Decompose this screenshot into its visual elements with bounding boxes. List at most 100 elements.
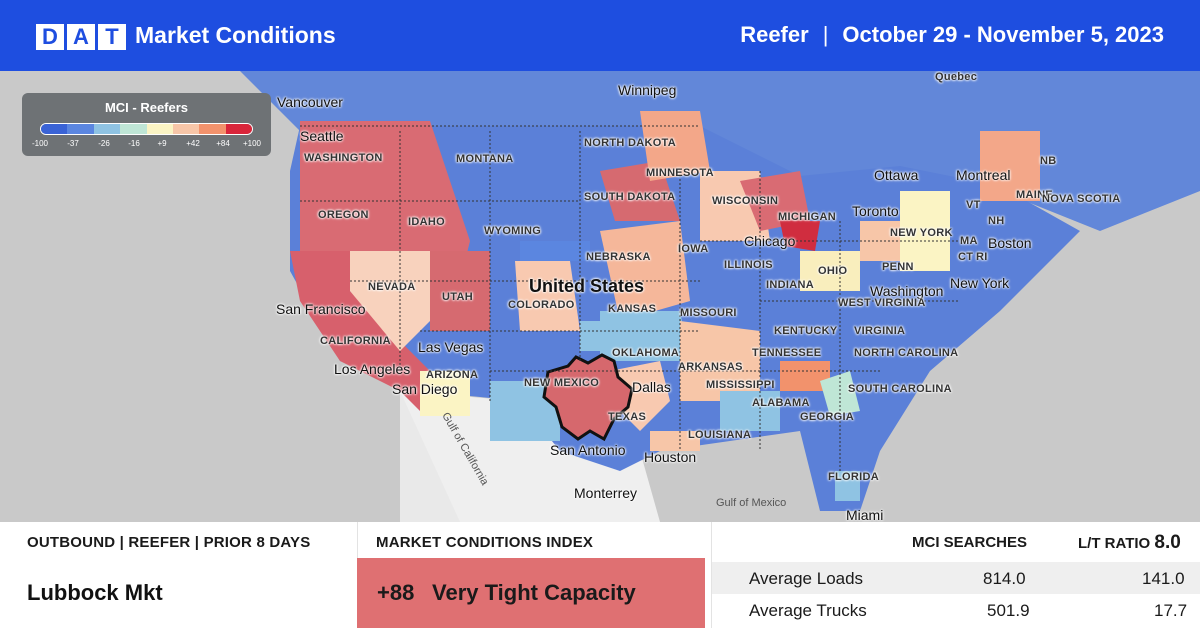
legend-color-scale: [40, 123, 253, 135]
city-new-york: New York: [950, 275, 1010, 291]
legend-swatch: [93, 124, 121, 134]
legend-swatch: [146, 124, 173, 134]
legend-swatch: [172, 124, 200, 134]
market-name: Lubbock Mkt: [27, 580, 163, 605]
city-ottawa: Ottawa: [874, 167, 919, 183]
state-arizona: ARIZONA: [426, 369, 479, 381]
state-iowa: IOWA: [678, 243, 709, 255]
header-bar: D A T Market Conditions Reefer | October…: [0, 0, 1200, 71]
lt-ratio-value: 8.0: [1154, 532, 1181, 553]
state-washington: WASHINGTON: [304, 152, 383, 164]
mci-label: Very Tight Capacity: [432, 580, 636, 605]
state-mississippi: MISSISSIPPI: [706, 379, 775, 391]
state-penn: PENN: [882, 261, 914, 273]
state-indiana: INDIANA: [766, 279, 814, 291]
city-seattle: Seattle: [300, 128, 344, 144]
row-label: Average Trucks: [749, 601, 867, 620]
mci-value: +88: [377, 580, 415, 605]
state-wyoming: WYOMING: [484, 225, 542, 237]
legend-tick: -37: [67, 139, 79, 148]
city-houston: Houston: [644, 449, 697, 465]
legend-swatch: [67, 124, 94, 134]
legend-tick: +9: [157, 139, 167, 148]
state-florida: FLORIDA: [828, 471, 879, 483]
date-range: October 29 - November 5, 2023: [842, 22, 1164, 47]
legend-tick: +42: [186, 139, 200, 148]
state-oregon: OREGON: [318, 209, 369, 221]
state-vt: VT: [966, 199, 981, 211]
equipment-type: Reefer: [740, 22, 809, 47]
state-ct: CT: [958, 251, 974, 263]
city-los-angeles: Los Angeles: [334, 361, 411, 377]
legend-tick: -26: [98, 139, 110, 148]
state-ma: MA: [960, 235, 978, 247]
legend-tick: +84: [216, 139, 230, 148]
legend-swatch: [41, 124, 68, 134]
lt-ratio-label: L/T RATIO: [1078, 535, 1151, 552]
outbound-header: OUTBOUND | REEFER | PRIOR 8 DAYS: [27, 534, 311, 551]
water-gulf-of-mexico: Gulf of Mexico: [716, 497, 787, 509]
dat-logo: D A T: [36, 24, 126, 50]
row-searches: 501.9: [987, 601, 1030, 620]
city-dallas: Dallas: [632, 379, 671, 395]
state-west-virginia: WEST VIRGINIA: [838, 297, 926, 309]
city-miami: Miami: [846, 507, 884, 522]
mci-badge: +88 Very Tight Capacity: [357, 558, 705, 628]
legend-swatch: [199, 124, 226, 134]
state-tennessee: TENNESSEE: [752, 347, 822, 359]
state-nevada: NEVADA: [368, 281, 416, 293]
state-arkansas: ARKANSAS: [678, 361, 743, 373]
state-michigan: MICHIGAN: [778, 211, 837, 223]
label-quebec: Quebec: [935, 71, 978, 83]
row-lt: 17.7: [1154, 601, 1188, 620]
mci-searches-header: MCI SEARCHES: [912, 534, 1028, 551]
state-south-carolina: SOUTH CAROLINA: [848, 383, 952, 395]
state-ri: RI: [976, 251, 988, 263]
state-utah: UTAH: [442, 291, 473, 303]
legend-tick: -100: [31, 139, 49, 148]
market-summary-panel: OUTBOUND | REEFER | PRIOR 8 DAYS Lubbock…: [0, 522, 1200, 628]
header-separator: |: [822, 22, 829, 47]
state-south-dakota: SOUTH DAKOTA: [584, 191, 676, 203]
legend-swatch: [120, 124, 147, 134]
state-new-mexico: NEW MEXICO: [524, 377, 600, 389]
city-san-diego: San Diego: [392, 381, 458, 397]
state-idaho: IDAHO: [408, 216, 445, 228]
lubbock-market-shape: [542, 353, 634, 442]
city-washington: Washington: [870, 283, 944, 299]
state-california: CALIFORNIA: [320, 335, 391, 347]
state-alabama: ALABAMA: [752, 397, 810, 409]
city-san-antonio: San Antonio: [550, 442, 626, 458]
state-kansas: KANSAS: [608, 303, 657, 315]
state-new-york: NEW YORK: [890, 227, 953, 239]
legend-tick: +100: [242, 139, 262, 148]
city-boston: Boston: [988, 235, 1032, 251]
city-las-vegas: Las Vegas: [418, 339, 484, 355]
state-nb: NB: [1040, 155, 1057, 167]
state-kentucky: KENTUCKY: [774, 325, 838, 337]
city-san-francisco: San Francisco: [276, 301, 366, 317]
state-oklahoma: OKLAHOMA: [612, 347, 680, 359]
country-label: United States: [529, 276, 645, 296]
logo-letter-t: T: [98, 24, 126, 50]
legend-swatch: [225, 124, 252, 134]
state-nova-scotia: NOVA SCOTIA: [1042, 193, 1121, 205]
city-winnipeg: Winnipeg: [618, 82, 677, 98]
state-nebraska: NEBRASKA: [586, 251, 651, 263]
state-texas: TEXAS: [608, 411, 647, 423]
stats-row-loads: Average Loads 814.0 141.0: [712, 562, 1200, 594]
logo-letter-a: A: [67, 24, 95, 50]
state-ohio: OHIO: [818, 265, 848, 277]
city-chicago: Chicago: [744, 233, 796, 249]
header-title: Market Conditions: [135, 22, 336, 48]
state-nh: NH: [988, 215, 1005, 227]
state-north-carolina: NORTH CAROLINA: [854, 347, 959, 359]
state-missouri: MISSOURI: [680, 307, 737, 319]
stats-row-trucks: Average Trucks 501.9 17.7: [712, 594, 1200, 626]
city-montreal: Montreal: [956, 167, 1011, 183]
row-lt: 141.0: [1142, 569, 1185, 588]
mci-header: MARKET CONDITIONS INDEX: [376, 534, 594, 551]
state-colorado: COLORADO: [508, 299, 575, 311]
state-north-dakota: NORTH DAKOTA: [584, 137, 676, 149]
lt-ratio-header: L/T RATIO 8.0: [1078, 532, 1181, 554]
